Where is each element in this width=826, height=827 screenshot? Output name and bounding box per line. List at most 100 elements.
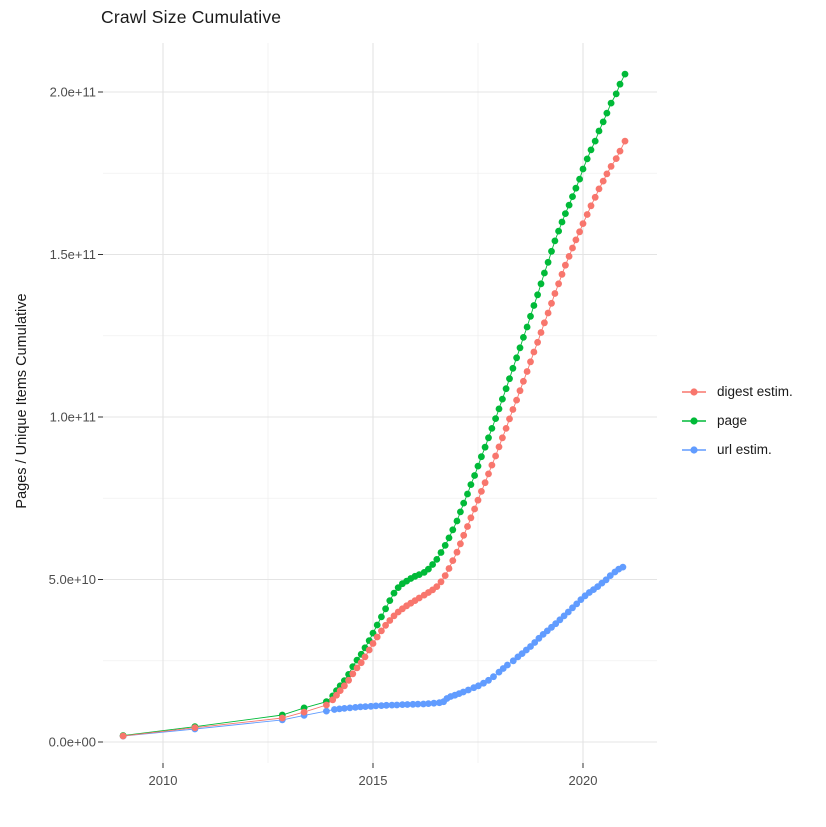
legend-label: page: [717, 413, 748, 428]
x-tick-label: 2020: [569, 773, 598, 788]
data-point: [506, 375, 513, 383]
data-point: [430, 699, 438, 707]
data-point: [399, 701, 406, 708]
data-point: [587, 202, 595, 210]
data-point: [558, 270, 566, 278]
y-tick-label: 1.5e+11: [50, 247, 96, 262]
data-point: [445, 565, 453, 572]
data-point: [558, 218, 566, 226]
data-point: [341, 705, 348, 712]
data-point: [378, 613, 385, 621]
data-point: [475, 682, 482, 690]
data-point: [345, 676, 352, 684]
data-point: [382, 621, 389, 629]
data-point: [537, 280, 545, 288]
data-point: [607, 99, 615, 107]
grid-minor: [103, 43, 657, 763]
data-point: [378, 627, 385, 635]
data-point: [621, 70, 629, 78]
data-point: [429, 561, 436, 568]
data-point: [485, 470, 492, 478]
data-point: [509, 657, 517, 665]
data-point: [576, 228, 583, 236]
data-point: [369, 640, 377, 647]
grid-major: [103, 43, 657, 763]
data-point: [453, 517, 461, 525]
data-point: [353, 664, 361, 672]
data-point: [502, 425, 510, 432]
data-point: [191, 724, 199, 732]
data-point: [548, 299, 555, 307]
data-point: [441, 542, 449, 549]
data-point: [457, 508, 464, 516]
data-point: [602, 576, 610, 584]
chart-title: Crawl Size Cumulative: [101, 7, 282, 27]
data-point: [367, 702, 375, 710]
data-point: [599, 177, 607, 185]
data-point: [495, 405, 503, 413]
data-point: [433, 583, 441, 590]
data-point: [467, 514, 475, 522]
x-tick-label: 2010: [149, 773, 178, 788]
y-tick-label: 1.0e+11: [50, 410, 96, 425]
x-tick-labels: 2010 2015 2020: [149, 773, 598, 788]
data-point: [480, 679, 487, 687]
data-point: [485, 434, 492, 442]
y-tick-label: 2.0e+11: [50, 85, 96, 100]
data-point: [323, 701, 330, 709]
data-point: [616, 80, 624, 88]
data-point: [506, 415, 513, 423]
data-point: [415, 594, 423, 602]
data-point: [572, 184, 580, 192]
data-point: [616, 147, 624, 155]
data-point: [502, 385, 510, 393]
data-point: [509, 364, 517, 372]
legend-item-digest-estim-: digest estim.: [681, 377, 793, 406]
data-point: [572, 236, 580, 244]
data-point: [300, 708, 308, 716]
legend: digest estim. page url estim.: [681, 377, 793, 464]
legend-item-page: page: [681, 406, 793, 435]
data-point: [537, 329, 545, 336]
data-point: [583, 155, 591, 163]
data-point: [527, 358, 534, 366]
data-point: [478, 453, 485, 461]
data-point: [119, 732, 127, 740]
data-point: [357, 703, 364, 711]
data-point: [386, 617, 394, 624]
data-point: [361, 653, 369, 661]
data-point: [460, 499, 468, 507]
data-point: [373, 633, 381, 641]
data-point: [414, 700, 422, 708]
data-point: [460, 531, 468, 539]
data-point: [393, 701, 401, 709]
data-point: [523, 323, 531, 331]
data-point: [516, 344, 524, 352]
data-point: [467, 481, 475, 488]
data-point: [499, 395, 506, 403]
data-point: [278, 714, 286, 722]
data-point: [441, 572, 449, 579]
data-point: [541, 319, 548, 327]
axis-ticks: [98, 91, 584, 768]
legend-label: digest estim.: [717, 384, 793, 399]
data-point: [445, 534, 453, 542]
data-point: [420, 700, 427, 708]
legend-key-icon: [682, 416, 706, 425]
data-point: [612, 155, 620, 163]
data-point: [499, 434, 506, 442]
data-point: [488, 461, 496, 469]
data-point: [495, 443, 503, 451]
data-point: [346, 704, 354, 712]
data-point: [509, 406, 517, 413]
data-point: [603, 109, 611, 117]
data-point: [595, 127, 603, 135]
data-point: [490, 673, 497, 681]
data-point: [488, 425, 496, 432]
data-point: [606, 572, 614, 579]
data-point: [548, 247, 555, 255]
data-point: [336, 705, 343, 713]
data-point: [449, 557, 457, 564]
